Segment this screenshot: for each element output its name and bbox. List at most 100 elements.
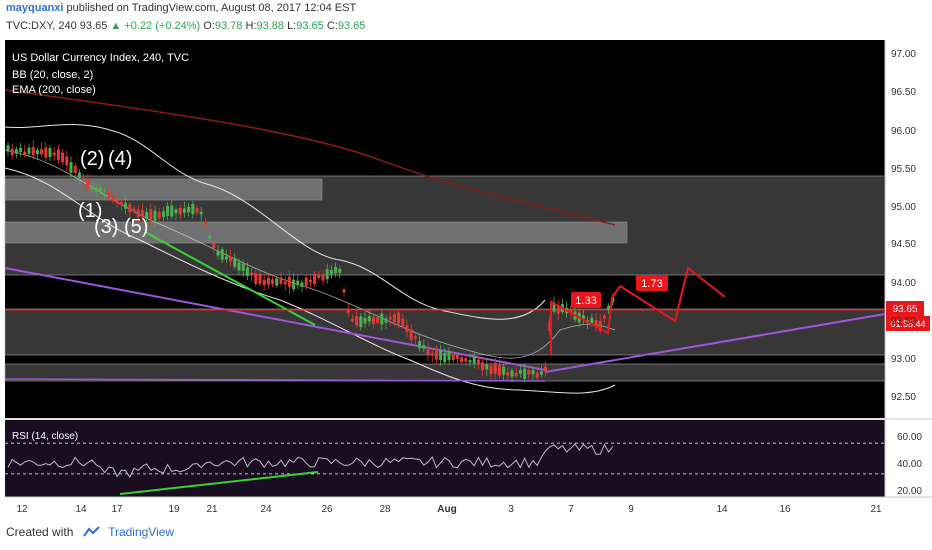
y-tick-label: 96.00	[891, 126, 916, 137]
y-tick-label: 94.00	[891, 278, 916, 289]
last-price: 93.65	[79, 20, 108, 32]
candle-body	[258, 273, 262, 284]
x-tick-label: 17	[111, 504, 123, 515]
candle-body	[237, 262, 241, 271]
candle-body	[468, 360, 472, 363]
candle-body	[308, 279, 312, 283]
candle-body	[73, 165, 77, 173]
candle-body	[510, 370, 514, 377]
candle-body	[275, 278, 279, 286]
candle-body	[90, 186, 94, 190]
bb-legend: BB (20, close, 2)	[12, 69, 93, 81]
candle-body	[363, 318, 367, 324]
candle-body	[254, 273, 258, 284]
bollinger-lower-line	[4, 167, 616, 394]
price-tag-label: 93.65	[892, 304, 917, 315]
x-tick-label: 12	[16, 504, 28, 515]
candle-body	[10, 148, 14, 156]
forecast-label-box	[636, 275, 668, 291]
candle-body	[178, 207, 182, 215]
candle-body	[346, 308, 350, 314]
candle-body	[590, 317, 594, 324]
x-tick-label: 19	[168, 504, 180, 515]
rsi-pane	[5, 420, 885, 497]
candle-body	[208, 235, 212, 239]
x-tick-label: 14	[75, 504, 87, 515]
open-label: O:	[203, 20, 215, 32]
candle-body	[6, 145, 10, 152]
candle-body	[413, 336, 417, 339]
author-link[interactable]: mayquanxi	[6, 2, 64, 14]
candle-body	[212, 243, 216, 248]
candle-body	[195, 208, 199, 213]
candle-body	[535, 372, 539, 378]
y-tick-label: 93.00	[891, 354, 916, 365]
candle-body	[418, 341, 422, 349]
candle-body	[544, 366, 548, 373]
candle-body	[607, 305, 611, 311]
candle-body	[19, 147, 23, 152]
candle-body	[52, 152, 56, 156]
high-label: H:	[245, 20, 257, 32]
candle-body	[187, 206, 191, 213]
candle-body	[380, 313, 384, 325]
x-tick-label: 7	[568, 504, 574, 515]
open-value: 93.78	[214, 20, 243, 32]
candle-body	[506, 372, 510, 376]
forecast-path-past	[550, 285, 621, 355]
candle-body	[115, 200, 119, 204]
candle-body	[355, 316, 359, 326]
x-tick-label: 14	[716, 504, 728, 515]
y-tick-label: 92.50	[891, 392, 916, 403]
candle-body	[199, 211, 203, 215]
candle-body	[460, 357, 464, 363]
x-tick-label: 28	[379, 504, 391, 515]
x-tick-label: 26	[321, 504, 333, 515]
candle-body	[65, 156, 69, 166]
candle-body	[157, 212, 161, 219]
candle-body	[304, 277, 308, 286]
y-tick-label: 94.50	[891, 239, 916, 250]
candle-body	[56, 149, 60, 160]
x-tick-label: 21	[206, 504, 218, 515]
candle-body	[69, 162, 73, 173]
purple-trendline-descending	[4, 267, 546, 371]
countdown-tag	[886, 316, 930, 331]
candle-body	[31, 147, 35, 156]
candle-body	[523, 368, 527, 379]
candle-body	[40, 148, 44, 155]
candle-body	[392, 314, 396, 323]
candle-body	[292, 279, 296, 290]
wave-label: (2)	[80, 148, 104, 170]
candle-body	[531, 369, 535, 375]
candle-body	[128, 204, 132, 213]
candle-body	[552, 302, 556, 312]
candle-body	[598, 320, 602, 332]
forecast-path-projection	[619, 266, 726, 323]
close-label: C:	[326, 20, 338, 32]
candle-body	[376, 317, 380, 323]
tradingview-brand-link[interactable]: TradingView	[108, 525, 175, 539]
x-tick-label: 24	[260, 504, 272, 515]
candle-body	[203, 221, 207, 225]
low-value: 93.65	[296, 20, 324, 32]
candle-body	[107, 192, 111, 199]
candle-body	[103, 193, 107, 197]
rsi-green-trendline	[119, 471, 319, 495]
candle-body	[145, 211, 149, 219]
candle-body	[94, 187, 98, 192]
candle-body	[136, 209, 140, 218]
wave-label: (3)	[94, 216, 118, 238]
candle-body	[476, 359, 480, 364]
purple-trendline-ascending	[544, 313, 886, 373]
x-tick-label: 16	[779, 504, 791, 515]
candle-body	[581, 315, 585, 320]
zone-right-wide	[4, 175, 886, 276]
wave-label: (1)	[78, 200, 102, 222]
close-value: 93.65	[337, 20, 366, 32]
candle-body	[48, 148, 52, 157]
candle-body	[191, 203, 195, 214]
chart-title: US Dollar Currency Index, 240, TVC	[12, 52, 189, 64]
y-tick-label: 95.00	[891, 202, 916, 213]
